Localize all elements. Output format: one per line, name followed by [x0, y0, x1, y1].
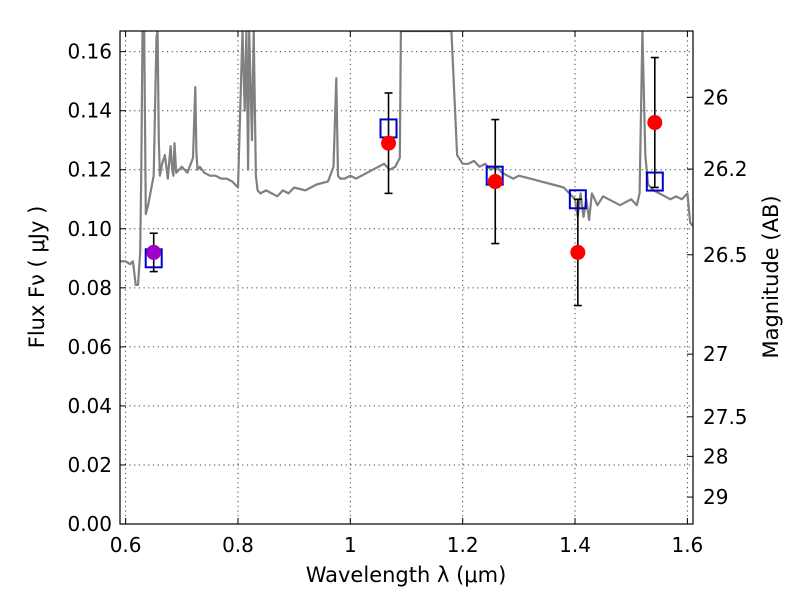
observed-point [146, 244, 162, 260]
ticks: 0.6 0.8 1 1.2 1.4 1.6 0.00 0.02 0.04 0.06 0.08 0.10… [67, 31, 748, 557]
x-axis-label: Wavelength λ (μm) [306, 563, 507, 587]
model-band-square [645, 171, 664, 192]
observed-point [647, 115, 663, 131]
right-tick-label: 26.5 [703, 243, 748, 267]
y-tick-label: 0.12 [67, 158, 112, 182]
y-tick-label: 0.14 [67, 99, 112, 123]
x-tick-label: 0.8 [222, 533, 254, 557]
observed-point [487, 174, 503, 190]
right-tick-label: 26.2 [703, 157, 748, 181]
x-tick-label: 0.6 [110, 533, 142, 557]
grid [120, 31, 693, 525]
right-tick-label: 27.5 [703, 405, 748, 429]
right-tick-label: 29 [703, 485, 728, 509]
x-tick-label: 1.2 [447, 533, 479, 557]
y-tick-label: 0.08 [67, 276, 112, 300]
plot-area [120, 31, 693, 286]
x-tick-label: 1.6 [671, 533, 703, 557]
markers [144, 115, 664, 269]
plot-frame [119, 30, 694, 525]
x-tick-label: 1 [344, 533, 357, 557]
x-tick-label: 1.4 [559, 533, 591, 557]
y-tick-label: 0.16 [67, 40, 112, 64]
right-tick-label: 28 [703, 444, 728, 468]
y-tick-label: 0.10 [67, 217, 112, 241]
observed-point [570, 244, 586, 260]
model-band-square [568, 189, 587, 210]
y-tick-label: 0.06 [67, 335, 112, 359]
y-tick-label: 0.00 [67, 512, 112, 536]
y-axis-label: Flux Fν ( μJy ) [25, 206, 49, 349]
y-tick-label: 0.02 [67, 453, 112, 477]
spectrum-line [120, 31, 693, 286]
error-bars [149, 56, 659, 307]
right-tick-label: 26 [703, 85, 728, 109]
y-tick-label: 0.04 [67, 394, 112, 418]
right-axis-label: Magnitude (AB) [759, 195, 783, 358]
right-tick-label: 27 [703, 342, 728, 366]
observed-point [381, 135, 397, 151]
